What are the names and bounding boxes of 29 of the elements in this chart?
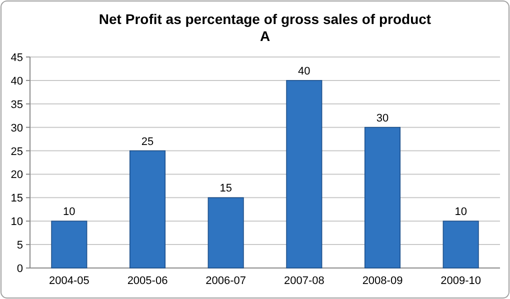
y-tick-label: 45 [10, 52, 23, 64]
x-tick-label: 2006-07 [206, 275, 246, 287]
bar [129, 150, 166, 268]
y-tick-label: 30 [10, 122, 23, 134]
data-label: 10 [454, 206, 467, 218]
data-label: 30 [376, 112, 389, 124]
y-tick-label: 35 [10, 98, 23, 111]
bar [286, 80, 322, 268]
chart-title: Net Profit as percentage of gross sales of product A [98, 11, 432, 44]
x-tick-label: 2009-10 [440, 275, 482, 287]
bar [208, 197, 244, 268]
y-tick-label: 20 [10, 169, 23, 182]
y-tick-label: 0 [16, 263, 23, 275]
x-tick-label: 2007-08 [284, 275, 324, 287]
y-tick-label: 40 [10, 75, 23, 88]
y-tick-label: 10 [10, 216, 23, 228]
data-label: 10 [63, 206, 76, 218]
x-tick-label: 2008-09 [362, 275, 403, 287]
bar [51, 220, 88, 268]
y-tick-label: 5 [16, 240, 23, 252]
y-tick-label: 25 [10, 146, 23, 158]
y-tick-label: 15 [10, 192, 23, 205]
x-tick-label: 2004-05 [48, 275, 90, 287]
data-label: 25 [141, 136, 154, 148]
bar [442, 220, 479, 268]
bar [364, 126, 401, 268]
data-label: 40 [298, 65, 310, 78]
data-label: 15 [220, 182, 232, 195]
x-tick-label: 2005-06 [127, 275, 168, 287]
